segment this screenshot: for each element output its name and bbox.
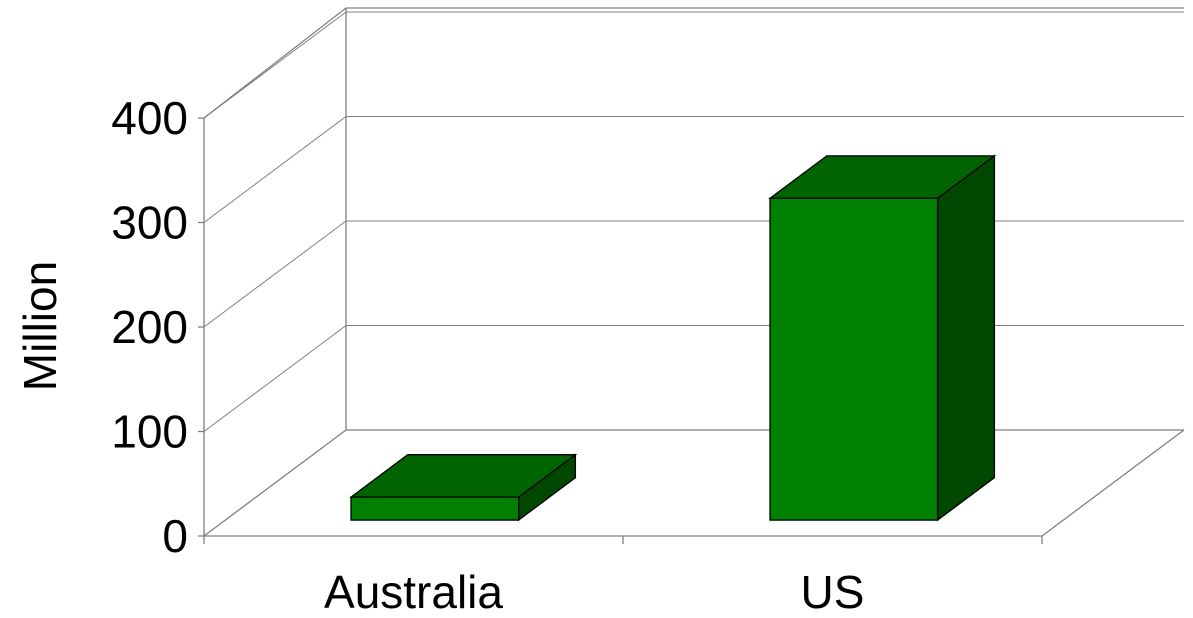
floor-right-edge [1041, 429, 1185, 537]
bar-australia [349, 453, 578, 522]
y-tick-label: 400 [111, 92, 188, 144]
bar-side-face [936, 154, 996, 522]
gridline-side [203, 11, 347, 119]
bar-series [349, 154, 997, 522]
gridline-side [203, 325, 347, 432]
bar-us [768, 154, 997, 522]
bar-front-face [350, 496, 520, 521]
y-axis-title: Million [14, 261, 66, 391]
y-tick-label: 0 [162, 510, 188, 562]
y-tick-label: 200 [111, 301, 188, 353]
gridline-side [203, 116, 347, 223]
x-tick-label: US [801, 566, 865, 613]
x-tick-label: Australia [324, 566, 503, 613]
chart-walls [203, 7, 1185, 537]
side-wall-top-edge [203, 7, 347, 119]
y-tick-label: 300 [111, 197, 188, 249]
y-tick-label: 100 [111, 406, 188, 458]
bar-front-face [769, 197, 939, 521]
floor-left-edge [203, 429, 347, 537]
gridline-side [203, 220, 347, 328]
axes: 0 100 200 300 400 Australia US [111, 92, 1043, 618]
back-wall-outline [345, 8, 1184, 431]
